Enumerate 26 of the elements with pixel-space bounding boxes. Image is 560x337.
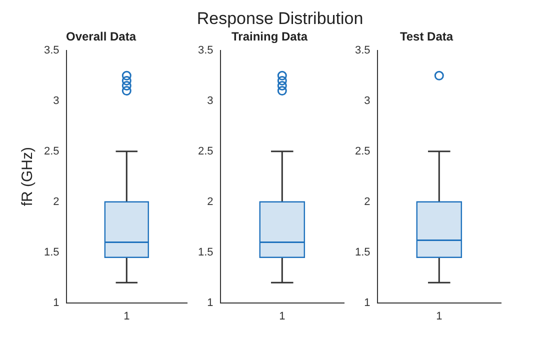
x-tick-label: 1 [279, 310, 286, 322]
x-tick-label: 1 [124, 310, 130, 322]
y-tick-label: 1 [364, 296, 370, 309]
y-tick-label: 2.5 [44, 145, 60, 158]
y-tick-label: 3.5 [44, 44, 60, 56]
y-tick-label: 1 [53, 296, 60, 309]
chart-title: Overall Data [66, 30, 136, 44]
y-tick-label: 2 [364, 196, 370, 208]
x-tick-label: 1 [436, 310, 442, 322]
y-tick-label: 2.5 [354, 145, 370, 158]
y-tick-label: 3 [207, 94, 214, 107]
y-tick-label: 2 [207, 196, 214, 208]
chart-title: Test Data [400, 30, 454, 44]
y-tick-label: 2.5 [198, 145, 214, 158]
y-axis-title: fR (GHz) [19, 147, 36, 206]
chart-title: Training Data [231, 30, 308, 44]
y-tick-label: 3 [364, 94, 370, 107]
y-tick-label: 1.5 [354, 246, 370, 258]
y-tick-label: 2 [53, 196, 60, 208]
y-tick-label: 1 [207, 296, 214, 309]
y-tick-label: 3.5 [198, 44, 214, 56]
y-tick-label: 3 [53, 94, 60, 107]
y-tick-label: 1.5 [44, 246, 60, 258]
text: Response Distribution [196, 9, 364, 29]
y-tick-label: 1.5 [198, 246, 214, 258]
y-tick-label: 3.5 [354, 44, 370, 56]
